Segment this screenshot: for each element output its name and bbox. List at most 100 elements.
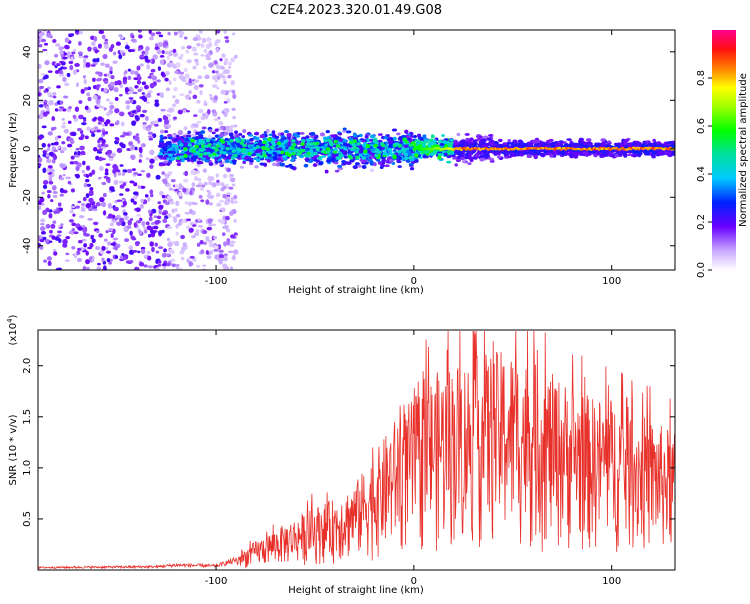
heatmap-cell: [71, 227, 76, 232]
heatmap-cell: [401, 149, 407, 154]
heatmap-cell: [155, 31, 162, 35]
heatmap-cell: [136, 65, 141, 71]
heatmap-cell: [165, 113, 172, 117]
heatmap-cell: [157, 260, 162, 264]
heatmap-cell: [163, 119, 170, 125]
heatmap-cell: [107, 213, 113, 219]
heatmap-cell: [164, 201, 170, 206]
heatmap-cell: [449, 150, 454, 155]
heatmap-cell: [183, 126, 188, 131]
heatmap-cell: [65, 252, 70, 256]
heatmap-cell: [341, 150, 346, 154]
heatmap-cell: [52, 95, 57, 99]
heatmap-cell: [223, 80, 227, 85]
heatmap-cell: [315, 147, 320, 152]
heatmap-cell: [372, 162, 377, 167]
heatmap-cell: [337, 164, 343, 168]
heatmap-cell: [229, 266, 234, 270]
heatmap-cell: [91, 238, 96, 243]
heatmap-cell: [85, 62, 91, 68]
heatmap-cell: [137, 47, 142, 52]
heatmap-cell: [129, 98, 134, 104]
heatmap-cell: [196, 242, 201, 247]
heatmap-cell: [233, 249, 239, 255]
heatmap-cell: [79, 145, 85, 151]
heatmap-cell: [168, 171, 173, 175]
heatmap-cell: [347, 154, 353, 159]
heatmap-cell: [223, 30, 228, 35]
heatmap-cell: [208, 202, 214, 206]
heatmap-cell: [71, 205, 75, 209]
heatmap-cell: [343, 155, 349, 159]
heatmap-cell: [208, 94, 213, 97]
heatmap-cell: [315, 141, 320, 146]
heatmap-y-tick-label: 20: [22, 94, 33, 107]
heatmap-cell: [140, 169, 146, 173]
heatmap-cell: [468, 156, 474, 161]
heatmap-cell: [414, 139, 419, 143]
heatmap-cell: [184, 201, 189, 205]
heatmap-cell: [249, 137, 254, 142]
heatmap-cell: [391, 161, 396, 165]
heatmap-cell: [92, 58, 98, 63]
heatmap-cell: [373, 143, 378, 148]
heatmap-cell: [215, 30, 221, 34]
heatmap-cell: [192, 82, 196, 85]
heatmap-cell: [168, 107, 173, 113]
heatmap-cell: [202, 37, 207, 42]
heatmap-cell: [91, 41, 96, 46]
heatmap-cell: [66, 51, 71, 57]
heatmap-cell: [74, 106, 80, 112]
heatmap-cell: [152, 225, 159, 230]
heatmap-cell: [271, 130, 276, 135]
heatmap-cell: [141, 50, 146, 55]
heatmap-cell: [86, 183, 92, 187]
heatmap-cell: [335, 156, 341, 160]
colorbar: 0.0 0.2 0.4 0.6 0.8 Normalized spectral ampl…: [696, 30, 749, 278]
heatmap-cell: [174, 98, 180, 104]
heatmap-cell: [203, 168, 207, 173]
heatmap-cell: [96, 85, 100, 91]
heatmap-cell: [82, 265, 87, 270]
heatmap-cell: [97, 121, 102, 125]
heatmap-cell: [188, 90, 192, 95]
heatmap-cell: [265, 143, 270, 147]
heatmap-cell: [172, 154, 178, 158]
heatmap-cell: [127, 68, 132, 72]
heatmap-cell: [46, 146, 51, 152]
heatmap-cell: [301, 139, 306, 143]
heatmap-cell: [149, 36, 154, 41]
heatmap-cell: [222, 78, 226, 82]
heatmap-cell: [118, 54, 123, 60]
heatmap-cell: [164, 130, 169, 134]
heatmap-cell: [242, 128, 247, 134]
heatmap-cell: [188, 227, 194, 233]
heatmap-cell: [175, 231, 179, 236]
heatmap-cell: [228, 65, 232, 69]
heatmap-cell: [223, 253, 228, 256]
heatmap-cell: [80, 150, 86, 155]
heatmap-cell: [61, 146, 68, 151]
heatmap-cell: [97, 116, 103, 122]
heatmap-cell: [164, 77, 169, 82]
heatmap-cell: [178, 183, 183, 188]
heatmap-cell: [75, 148, 80, 151]
heatmap-cell: [469, 137, 474, 141]
heatmap-cell: [184, 170, 189, 177]
heatmap-cell: [113, 207, 118, 211]
heatmap-cell: [355, 155, 360, 160]
snr-x-tick-label: 0: [411, 576, 417, 587]
heatmap-cell: [48, 151, 54, 156]
heatmap-cell: [193, 85, 199, 91]
heatmap-cell: [174, 145, 179, 149]
heatmap-cell: [154, 99, 159, 104]
heatmap-cell: [124, 132, 130, 136]
heatmap-cell: [48, 174, 52, 180]
heatmap-cell: [130, 70, 136, 75]
heatmap-cell: [276, 150, 282, 154]
heatmap-cell: [239, 165, 245, 169]
heatmap-cell: [174, 184, 179, 188]
heatmap-cell: [214, 134, 220, 138]
snr-y-ticks: 0.5 1.0 1.5 2.0: [22, 358, 675, 527]
heatmap-cell: [164, 126, 169, 130]
